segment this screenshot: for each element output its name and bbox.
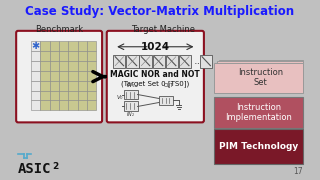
FancyBboxPatch shape [107, 31, 204, 122]
Text: ASIC: ASIC [18, 162, 52, 176]
Bar [87, 71, 97, 81]
Bar [68, 61, 78, 71]
Text: ✱: ✱ [32, 41, 40, 51]
Bar [68, 41, 78, 51]
Text: ..: .. [194, 56, 201, 66]
Bar [50, 81, 59, 91]
Bar [87, 61, 97, 71]
Bar [78, 91, 87, 100]
Bar [113, 55, 125, 68]
Bar [87, 91, 97, 100]
Bar [214, 96, 303, 128]
Bar [40, 71, 50, 81]
Bar [78, 71, 87, 81]
Bar [31, 71, 40, 81]
Bar [126, 55, 139, 68]
Bar [68, 100, 78, 111]
Bar [59, 91, 68, 100]
Bar [87, 100, 97, 111]
Text: $IN_1$: $IN_1$ [126, 81, 135, 90]
Bar [40, 100, 50, 111]
Bar [166, 55, 178, 68]
Bar [31, 91, 40, 100]
Text: 2: 2 [52, 162, 59, 171]
Text: PIM Technology: PIM Technology [219, 142, 298, 151]
Bar [87, 81, 97, 91]
Bar [140, 55, 152, 68]
Bar [40, 51, 50, 61]
Text: Case Study: Vector-Matrix Multiplication: Case Study: Vector-Matrix Multiplication [25, 5, 295, 18]
Bar [31, 61, 40, 71]
Bar [78, 61, 87, 71]
Text: $IN_2$: $IN_2$ [126, 110, 135, 119]
Bar [78, 81, 87, 91]
Bar [31, 100, 40, 111]
Bar [59, 51, 68, 61]
Text: 1024: 1024 [141, 42, 170, 52]
Bar [153, 55, 165, 68]
Text: Target Machine: Target Machine [131, 25, 195, 34]
Bar [68, 51, 78, 61]
Text: 17: 17 [293, 167, 303, 176]
Bar [78, 100, 87, 111]
Bar [214, 129, 303, 164]
Text: MAGIC NOR and NOT: MAGIC NOR and NOT [110, 70, 200, 79]
Bar [59, 61, 68, 71]
Bar [31, 41, 40, 51]
Bar [219, 60, 303, 90]
Bar [50, 61, 59, 71]
Bar [40, 61, 50, 71]
Bar [87, 41, 97, 51]
Bar [217, 61, 303, 91]
Bar [68, 81, 78, 91]
Text: Benchmark: Benchmark [35, 25, 83, 34]
Bar [50, 91, 59, 100]
Bar [50, 100, 59, 111]
Text: Instruction
Set: Instruction Set [238, 68, 283, 87]
Bar [59, 41, 68, 51]
Bar [214, 63, 303, 93]
Text: (Target Set 0 [TS0]): (Target Set 0 [TS0]) [121, 80, 189, 87]
Text: Instruction
Implementation: Instruction Implementation [225, 103, 292, 122]
Bar [124, 89, 138, 100]
Bar [50, 51, 59, 61]
Bar [124, 102, 138, 111]
Text: OUT: OUT [164, 83, 174, 88]
Bar [31, 51, 40, 61]
Bar [40, 91, 50, 100]
Bar [40, 81, 50, 91]
Bar [50, 71, 59, 81]
Bar [59, 100, 68, 111]
Bar [200, 55, 212, 68]
Bar [59, 81, 68, 91]
Text: $V_0$: $V_0$ [116, 93, 124, 102]
Bar [68, 91, 78, 100]
Bar [31, 81, 40, 91]
Bar [68, 71, 78, 81]
Bar [78, 51, 87, 61]
Bar [78, 41, 87, 51]
Bar [40, 41, 50, 51]
Bar [59, 71, 68, 81]
FancyBboxPatch shape [16, 31, 102, 122]
Bar [179, 55, 191, 68]
Bar [50, 41, 59, 51]
Bar [87, 51, 97, 61]
Bar [159, 96, 173, 105]
